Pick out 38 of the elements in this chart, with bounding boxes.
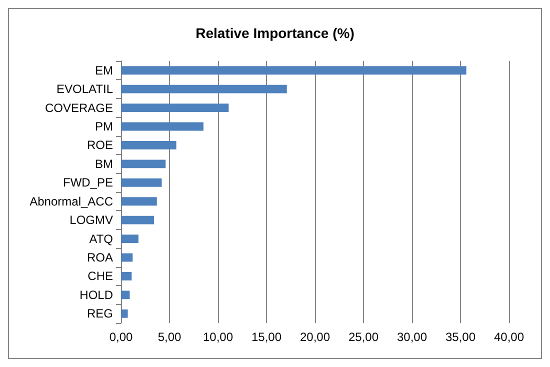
x-tick-label: 10,00 xyxy=(202,330,234,344)
x-tick-label: 15,00 xyxy=(251,330,282,344)
x-tick-label: 35,00 xyxy=(445,330,476,344)
bar xyxy=(121,272,132,280)
y-tick-label: PM xyxy=(95,120,114,134)
y-tick-label: BM xyxy=(95,156,114,171)
y-tick-label: EVOLATIL xyxy=(56,82,114,96)
bar xyxy=(121,253,133,262)
bar xyxy=(121,141,176,150)
bar xyxy=(121,122,204,131)
y-tick-label: EM xyxy=(95,63,114,78)
y-tick-label: ATQ xyxy=(89,232,113,246)
bar xyxy=(121,178,162,187)
y-tick-label: REG xyxy=(86,306,113,321)
bar xyxy=(121,216,154,224)
bar xyxy=(121,160,166,168)
x-tick-label: 30,00 xyxy=(396,330,428,344)
bar xyxy=(121,104,229,112)
y-tick-label: COVERAGE xyxy=(44,100,113,115)
y-tick-label: FWD_PE xyxy=(62,176,113,190)
x-tick-label: 20,00 xyxy=(300,330,330,344)
y-tick-label: LOGMV xyxy=(70,213,113,228)
x-tick-label: 5,00 xyxy=(158,330,182,344)
bar xyxy=(121,197,157,206)
x-tick-label: 0,00 xyxy=(109,330,133,344)
y-tick-label: CHE xyxy=(88,269,113,284)
bar xyxy=(121,309,128,318)
y-tick-label: ROE xyxy=(86,138,113,152)
bar xyxy=(121,234,138,243)
chart-title: Relative Importance (%) xyxy=(196,25,354,41)
bar xyxy=(121,66,466,75)
bar xyxy=(121,84,287,94)
y-tick-label: Abnormal_ACC xyxy=(30,194,114,208)
y-tick-label: ROA xyxy=(86,250,113,264)
y-tick-label: HOLD xyxy=(80,288,114,302)
bar xyxy=(121,290,130,300)
x-tick-label: 25,00 xyxy=(348,330,379,344)
x-tick-label: 40,00 xyxy=(494,330,524,344)
